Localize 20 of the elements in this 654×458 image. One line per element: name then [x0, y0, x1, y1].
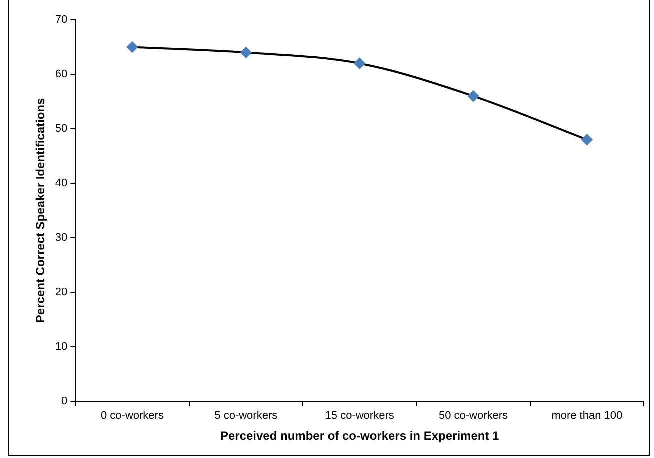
point	[468, 90, 479, 102]
y-tick-label: 30	[55, 232, 68, 244]
y-tick-label: 20	[55, 286, 68, 298]
x-tick-label: more than 100	[552, 410, 623, 422]
y-tick-label: 10	[55, 340, 68, 353]
y-tick-label: 70	[55, 14, 68, 26]
x-tick-label: 15 co-workers	[325, 410, 395, 422]
y-tick-label: 50	[55, 123, 68, 136]
point	[354, 58, 366, 70]
y-tick-label: 40	[55, 177, 68, 190]
x-axis-title: Perceived number of co-workers in Experiment 1	[220, 429, 500, 444]
y-axis-title: Percent Correct Speaker Identifications	[34, 98, 48, 324]
point	[582, 134, 593, 146]
y-tick-label: 60	[55, 68, 68, 81]
x-tick-label: 5 co-workers	[214, 410, 278, 422]
point	[240, 47, 252, 58]
point	[126, 42, 138, 53]
x-tick-label: 50 co-workers	[438, 410, 509, 422]
x-tick-label: 0 co-workers	[100, 410, 164, 422]
y-tick-label: 0	[62, 395, 68, 408]
